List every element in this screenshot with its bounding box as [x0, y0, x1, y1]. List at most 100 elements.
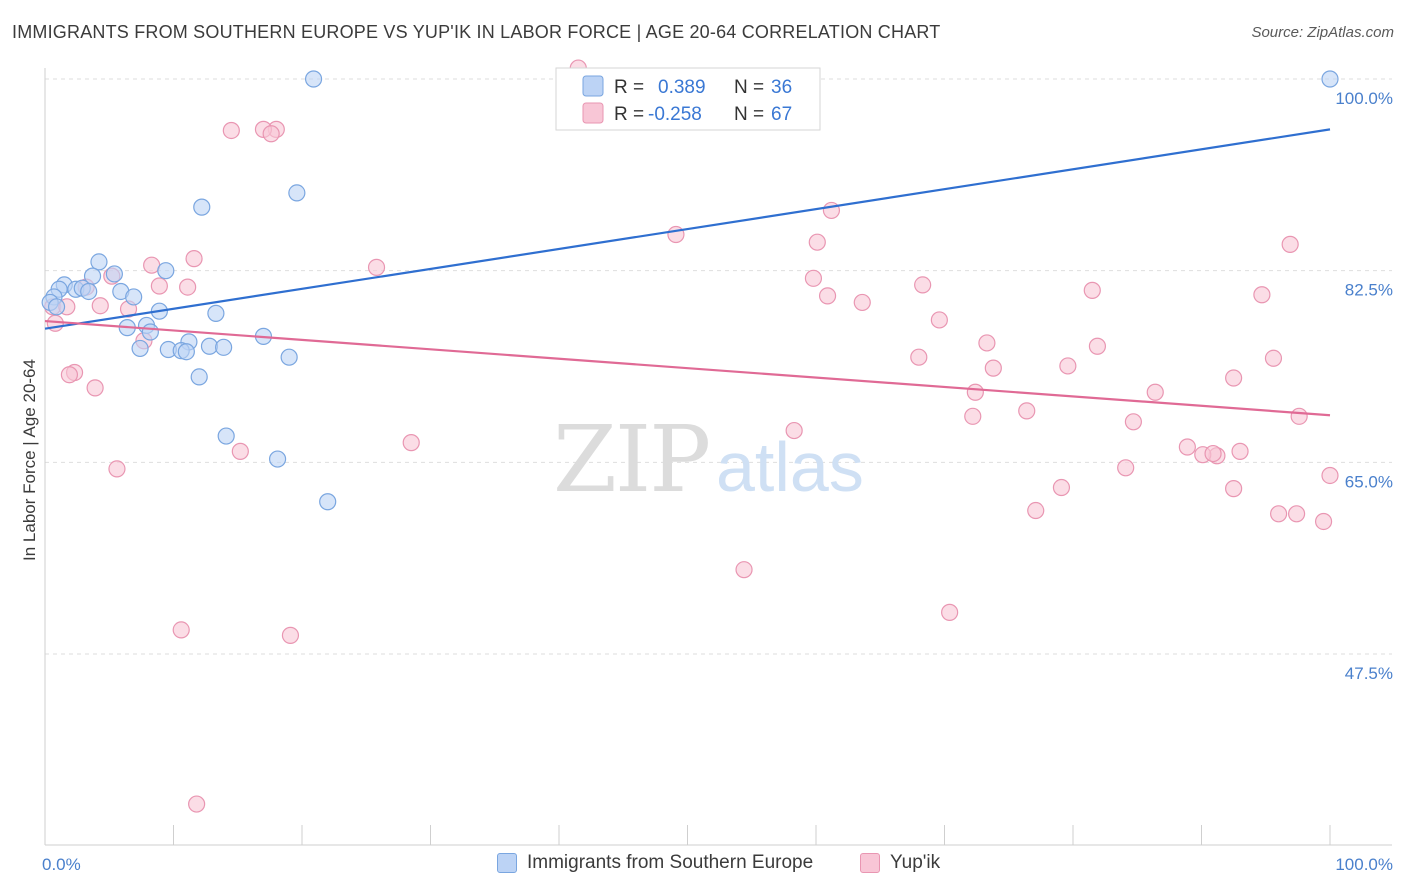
- legend-n-label-1: N =: [734, 77, 764, 98]
- point-yupik-18: [1253, 286, 1271, 304]
- trend-lines: [44, 128, 1331, 417]
- legend-swatch-southern-europe: [497, 853, 517, 873]
- point-southern-europe-1: [1321, 70, 1339, 88]
- point-yupik-15: [150, 277, 168, 295]
- legend-r-label-2: R =: [614, 104, 644, 125]
- legend-r-value-2: -0.258: [648, 104, 702, 125]
- point-southern-europe-30: [177, 343, 195, 361]
- point-southern-europe-3: [193, 198, 211, 216]
- point-southern-europe-5: [105, 265, 123, 283]
- legend-label-yupik: Yup'ik: [890, 852, 941, 873]
- x-tick-label-0: 0.0%: [42, 855, 81, 874]
- point-southern-europe-28: [200, 337, 219, 355]
- trend-line-southern-europe: [44, 128, 1331, 330]
- point-yupik-55: [1225, 480, 1243, 498]
- y-tick-labels: 100.0% 82.5% 65.0% 47.5%: [1335, 89, 1393, 683]
- point-southern-europe-2: [288, 184, 306, 202]
- watermark-atlas: atlas: [716, 428, 864, 506]
- legend-item-southern-europe: Immigrants from Southern Europe: [497, 852, 813, 874]
- point-southern-europe-25: [131, 339, 149, 358]
- point-southern-europe-0: [304, 70, 323, 88]
- x-tick-labels: 0.0% 100.0%: [42, 855, 1393, 874]
- point-southern-europe-22: [141, 323, 159, 341]
- point-yupik-28: [1088, 337, 1107, 355]
- correlation-legend: R = 0.389 N = 36 R = -0.258 N = 67: [555, 67, 821, 131]
- point-southern-europe-32: [190, 368, 208, 386]
- trend-line-yupik: [44, 319, 1331, 417]
- point-yupik-4: [262, 125, 280, 143]
- point-yupik-47: [1231, 442, 1249, 460]
- point-yupik-2: [222, 121, 240, 140]
- y-tick-label-2: 65.0%: [1345, 472, 1393, 491]
- source-credit: Source: ZipAtlas.com: [1251, 24, 1394, 41]
- point-southern-europe-29: [215, 338, 233, 356]
- legend-label-southern-europe: Immigrants from Southern Europe: [527, 852, 814, 873]
- point-yupik-63: [281, 626, 300, 644]
- point-yupik-61: [941, 603, 959, 621]
- axes: [44, 68, 1392, 846]
- point-yupik-50: [1204, 444, 1222, 463]
- legend-n-value-2: 67: [771, 104, 792, 125]
- point-yupik-23: [91, 297, 109, 315]
- point-yupik-17: [1083, 281, 1101, 299]
- x-tick-label-1: 100.0%: [1335, 855, 1393, 874]
- series-yupik-points: [44, 59, 1339, 813]
- point-yupik-39: [1018, 402, 1036, 420]
- point-yupik-37: [966, 383, 984, 401]
- point-southern-europe-4: [90, 253, 108, 271]
- legend-swatch-pink: [582, 102, 604, 124]
- point-yupik-59: [1314, 512, 1333, 531]
- point-yupik-7: [808, 233, 826, 251]
- series-southern-europe-points: [41, 70, 1339, 511]
- legend-swatch-yupik: [860, 853, 880, 873]
- point-yupik-46: [231, 442, 249, 460]
- point-yupik-66: [179, 278, 197, 296]
- point-yupik-30: [1264, 349, 1283, 367]
- point-yupik-51: [108, 460, 126, 478]
- legend-swatch-blue: [582, 75, 604, 97]
- point-southern-europe-34: [268, 450, 287, 468]
- point-southern-europe-33: [217, 427, 235, 445]
- point-yupik-52: [1117, 459, 1135, 477]
- point-southern-europe-17: [125, 288, 143, 306]
- point-southern-europe-19: [207, 304, 225, 322]
- point-yupik-44: [402, 434, 420, 452]
- point-yupik-25: [930, 311, 948, 329]
- point-yupik-62: [172, 621, 190, 639]
- point-yupik-40: [964, 407, 982, 425]
- point-yupik-56: [1269, 505, 1288, 523]
- legend-item-yupik: Yup'ik: [860, 852, 940, 874]
- point-yupik-14: [914, 276, 932, 294]
- point-yupik-19: [818, 287, 837, 305]
- point-yupik-54: [1052, 478, 1071, 497]
- legend-r-value-1: 0.389: [658, 77, 706, 98]
- y-tick-label-1: 82.5%: [1345, 281, 1393, 300]
- point-yupik-41: [1290, 407, 1308, 425]
- point-yupik-27: [978, 334, 996, 352]
- point-southern-europe-31: [280, 348, 298, 366]
- point-yupik-53: [1321, 466, 1339, 485]
- series-legend: Immigrants from Southern Europe Yup'ik: [0, 852, 1406, 878]
- chart-title: IMMIGRANTS FROM SOUTHERN EUROPE VS YUP'I…: [12, 22, 941, 42]
- point-yupik-45: [1178, 438, 1196, 456]
- point-yupik-42: [1124, 413, 1142, 431]
- point-yupik-8: [1281, 235, 1299, 253]
- point-yupik-32: [984, 359, 1002, 377]
- point-yupik-31: [1059, 357, 1077, 375]
- point-yupik-43: [785, 421, 803, 440]
- grid-lines: [45, 78, 1392, 655]
- point-yupik-35: [1225, 369, 1243, 387]
- point-yupik-9: [185, 250, 203, 268]
- point-yupik-34: [60, 366, 79, 384]
- y-tick-label-3: 47.5%: [1345, 664, 1393, 683]
- point-southern-europe-6: [157, 262, 175, 280]
- point-yupik-29: [910, 348, 928, 366]
- point-yupik-13: [804, 269, 823, 287]
- point-yupik-58: [1027, 501, 1045, 520]
- point-yupik-11: [367, 258, 386, 276]
- watermark-zip: ZIP: [553, 406, 709, 513]
- point-yupik-20: [853, 293, 871, 312]
- point-southern-europe-12: [80, 282, 98, 301]
- y-tick-label-0: 100.0%: [1335, 89, 1393, 108]
